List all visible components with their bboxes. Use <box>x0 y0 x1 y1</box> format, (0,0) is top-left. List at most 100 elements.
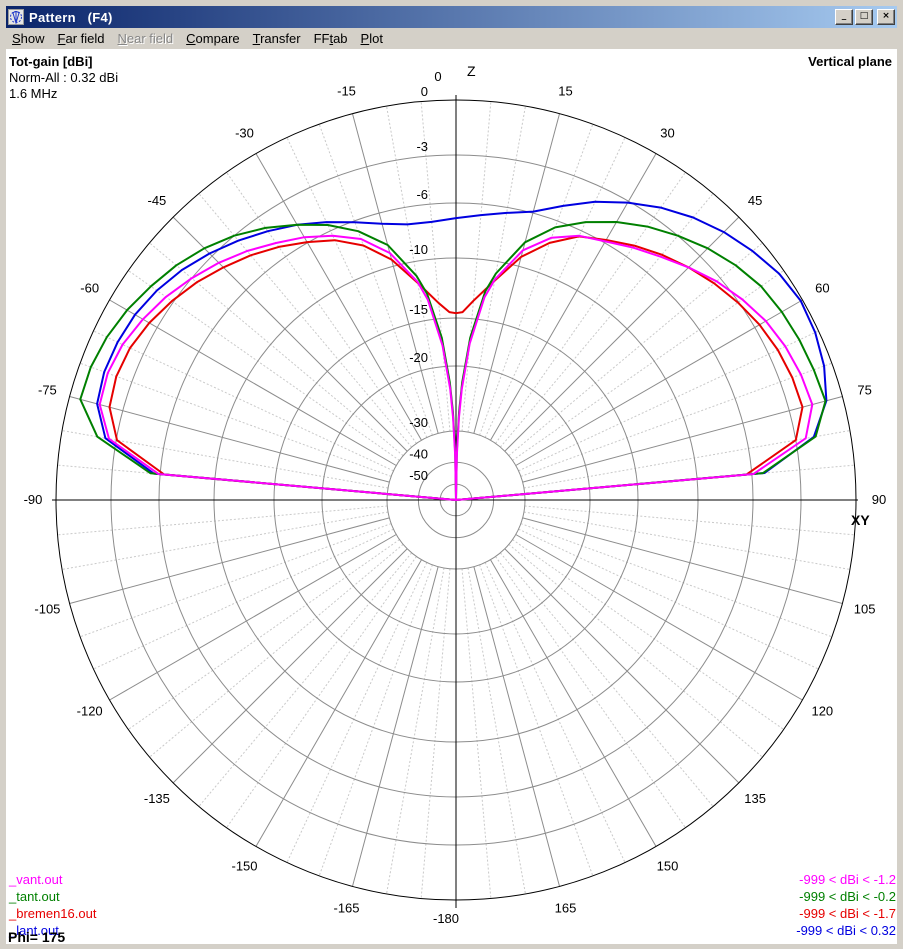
plot-quantity-label: Tot-gain [dBi] <box>9 54 93 69</box>
minor-spoke <box>461 101 492 432</box>
menu-near-field: Near field <box>117 31 174 46</box>
minor-spoke <box>149 543 404 758</box>
minor-spoke <box>79 362 392 477</box>
angle-label--75: -75 <box>38 383 57 398</box>
major-spoke <box>473 566 561 887</box>
db-ring-label: -40 <box>409 446 428 461</box>
angle-label--30: -30 <box>235 126 254 141</box>
phi-readout: Phi= 175 <box>8 929 66 945</box>
major-spoke <box>351 566 439 887</box>
polar-chart-svg: 0 -3 -6 -10 -15 -20 -30 -40 -50 0 15 30 45 60 75 90 105 1… <box>24 69 887 926</box>
minor-spoke <box>57 505 388 536</box>
minor-spoke <box>420 101 451 432</box>
db-ring-label: -10 <box>409 242 428 257</box>
minor-spoke <box>226 556 417 828</box>
legend-file-lant: _lant.out <box>9 923 59 938</box>
minor-spoke <box>198 193 413 448</box>
plane-label: Vertical plane <box>808 54 892 69</box>
minor-spoke <box>226 172 417 444</box>
minor-spoke <box>318 123 433 436</box>
minor-spoke <box>420 568 451 899</box>
minor-spoke <box>318 564 433 877</box>
db-ring-label: 0 <box>421 84 428 99</box>
angle-label-60: 60 <box>815 281 829 296</box>
close-button[interactable]: × <box>877 9 895 25</box>
major-spoke <box>504 216 740 452</box>
app-icon <box>8 9 24 25</box>
angle-label--165: -165 <box>334 901 360 916</box>
angle-label-165: 165 <box>555 901 577 916</box>
z-axis-label: Z <box>467 63 476 79</box>
window-status-strip <box>6 943 897 949</box>
minor-spoke <box>495 172 686 444</box>
maximize-button[interactable]: □ <box>855 9 873 25</box>
major-spoke <box>69 517 390 605</box>
title-bar: Pattern (F4) _ □ × <box>6 6 897 28</box>
legend-file-tant: _tant.out <box>9 889 60 904</box>
menu-fftab[interactable]: FFtab <box>313 31 348 46</box>
minor-spoke <box>499 193 714 448</box>
angle-label-150: 150 <box>657 858 679 873</box>
minor-spoke <box>128 539 400 730</box>
minor-spoke <box>461 568 492 899</box>
menu-plot[interactable]: Plot <box>360 31 383 46</box>
minor-spoke <box>479 564 594 877</box>
angle-label-15: 15 <box>558 83 572 98</box>
major-spoke <box>522 395 843 483</box>
angle-label-135: 135 <box>744 791 766 806</box>
minor-spoke <box>518 528 819 670</box>
trace-bremen16 <box>108 235 804 501</box>
db-ring-label: -3 <box>416 139 428 154</box>
minor-spoke <box>495 556 686 828</box>
gain-range-legend: -999 < dBi < -1.2 -999 < dBi < -0.2 -999 <… <box>796 871 896 939</box>
minor-spoke <box>286 562 428 863</box>
minor-spoke <box>93 528 394 670</box>
major-spoke <box>473 113 561 434</box>
angle-label-30: 30 <box>660 126 674 141</box>
major-spoke <box>109 299 397 466</box>
major-spoke <box>504 548 740 784</box>
menu-far-field[interactable]: Far field <box>57 31 105 46</box>
menu-bar: Show Far field Near field Compare Transfer FF… <box>6 28 897 50</box>
major-spoke <box>351 113 439 434</box>
minor-spoke <box>286 137 428 438</box>
legend-file-bremen16: _bremen16.out <box>9 906 97 921</box>
minor-spoke <box>386 105 445 433</box>
angle-label-45: 45 <box>748 193 762 208</box>
minimize-button[interactable]: _ <box>835 9 853 25</box>
minor-spoke <box>523 511 851 570</box>
minor-spoke <box>512 539 784 730</box>
window-title: Pattern (F4) <box>29 9 113 25</box>
menu-show[interactable]: Show <box>12 31 45 46</box>
angle-label-0: 0 <box>434 69 441 84</box>
minor-spoke <box>520 362 833 477</box>
minor-spoke <box>520 523 833 638</box>
angle-label--180: -180 <box>433 911 459 926</box>
major-spoke <box>172 216 408 452</box>
minor-spoke <box>61 511 389 570</box>
minor-spoke <box>484 137 626 438</box>
minor-spoke <box>149 242 404 457</box>
minor-spoke <box>518 330 819 472</box>
trace-file-legend: _vant.out _tant.out _bremen16.out _lant.out <box>9 871 96 939</box>
menu-transfer[interactable]: Transfer <box>252 31 301 46</box>
menu-compare[interactable]: Compare <box>186 31 240 46</box>
db-ring-label: -50 <box>409 468 428 483</box>
db-ring-label: -30 <box>409 415 428 430</box>
window-right-border <box>897 6 903 949</box>
legend-file-vant: _vant.out <box>9 872 63 887</box>
minor-spoke <box>512 270 784 461</box>
db-ring-label: -15 <box>409 302 428 317</box>
polar-chart[interactable]: 0 -3 -6 -10 -15 -20 -30 -40 -50 0 15 30 45 60 75 90 105 1… <box>6 49 900 947</box>
minor-spoke <box>198 552 413 807</box>
angle-label--150: -150 <box>231 858 257 873</box>
major-spoke <box>515 534 803 701</box>
frequency-label: 1.6 MHz <box>9 86 58 101</box>
minor-spoke <box>61 430 389 489</box>
angle-label-105: 105 <box>854 601 876 616</box>
minor-spoke <box>479 123 594 436</box>
xy-axis-label: XY <box>851 512 870 528</box>
angle-label--60: -60 <box>80 281 99 296</box>
minor-spoke <box>499 552 714 807</box>
db-ring-label: -6 <box>416 187 428 202</box>
